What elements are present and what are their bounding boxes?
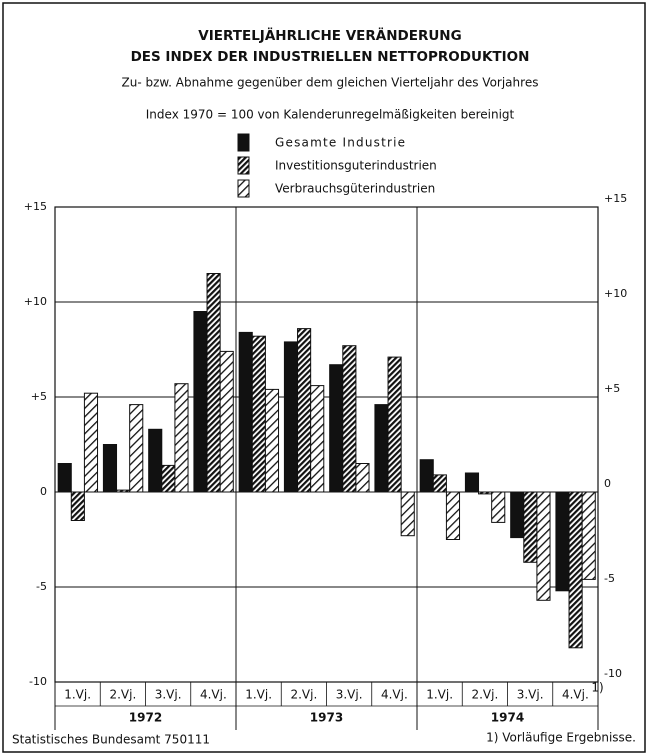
x-tick-label: 2.Vj. [109,688,136,702]
bar [193,311,208,493]
bar [297,328,312,493]
x-tick-label: 1.Vj. [64,688,91,702]
bar [491,491,506,523]
legend-swatch [237,179,250,198]
bar [264,388,280,493]
footnote: 1) Vorläufige Ergebnisse. [486,731,636,745]
bar [445,491,461,540]
bar [283,341,299,493]
bar [355,463,370,493]
bar [523,491,538,563]
legend-swatch [237,156,250,175]
chart-title: VIERTELJÄHRLICHE VERÄNDERUNG [198,27,461,44]
footnote-marker: 1) [591,681,603,695]
y-tick-label: +5 [31,390,47,403]
source: Statistisches Bundesamt 750111 [12,733,210,747]
x-tick-label: 3.Vj. [336,688,363,702]
bar [400,491,415,537]
x-tick-label: 2.Vj. [471,688,498,702]
y-tick-label-right: +5 [604,382,620,395]
bar [310,385,325,493]
bar [129,404,144,493]
chart-title: DES INDEX DER INDUSTRIELLEN NETTOPRODUKT… [131,49,530,65]
legend-swatch [237,133,250,152]
x-tick-label: 4.Vj. [200,688,227,702]
bar [555,491,570,592]
bar [387,356,402,493]
bar [148,428,163,493]
x-tick-label: 2.Vj. [290,688,317,702]
bar [568,491,583,649]
bar [219,350,234,493]
y-tick-label-right: +15 [604,192,627,205]
bar [432,474,447,493]
bar [57,463,72,493]
y-tick-label: -5 [36,580,47,593]
bar [116,489,131,493]
y-tick-label: +15 [24,200,47,213]
y-tick-label-right: +10 [604,287,627,300]
year-label: 1974 [491,711,524,725]
x-tick-label: 1.Vj. [245,688,272,702]
legend-label: Verbrauchsgüterindustrien [275,182,435,196]
bar [238,331,253,493]
bar [329,364,344,493]
year-label: 1972 [129,711,162,725]
bar [161,464,176,493]
legend-label: Investitionsguterindustrien [275,159,437,173]
bar [342,345,357,493]
y-tick-label: -10 [29,675,47,688]
bar [374,404,389,493]
y-tick-label: +10 [24,295,47,308]
x-tick-label: 1.Vj. [426,688,453,702]
y-tick-label-right: -10 [604,667,622,680]
bar [83,392,99,493]
bar [174,383,189,493]
bar [536,491,551,601]
x-tick-label: 4.Vj. [562,688,589,702]
bar [206,273,221,493]
subtitle: Zu- bzw. Abnahme gegenüber dem gleichen … [122,76,539,90]
bar [70,491,85,521]
x-tick-label: 3.Vj. [517,688,544,702]
x-tick-label: 3.Vj. [155,688,182,702]
bar [581,491,596,580]
bar [419,459,434,493]
y-tick-label-right: 0 [604,477,611,490]
note: Index 1970 = 100 von Kalenderunregelmäßi… [146,108,515,122]
y-tick-label-right: -5 [604,572,615,585]
bar [251,335,266,493]
y-tick-label: 0 [40,485,47,498]
bar [510,491,525,539]
bar [478,491,493,495]
legend-label: Gesamte Industrie [275,136,406,150]
bar [102,444,118,493]
x-tick-label: 4.Vj. [381,688,408,702]
year-label: 1973 [310,711,343,725]
bar [464,472,480,493]
